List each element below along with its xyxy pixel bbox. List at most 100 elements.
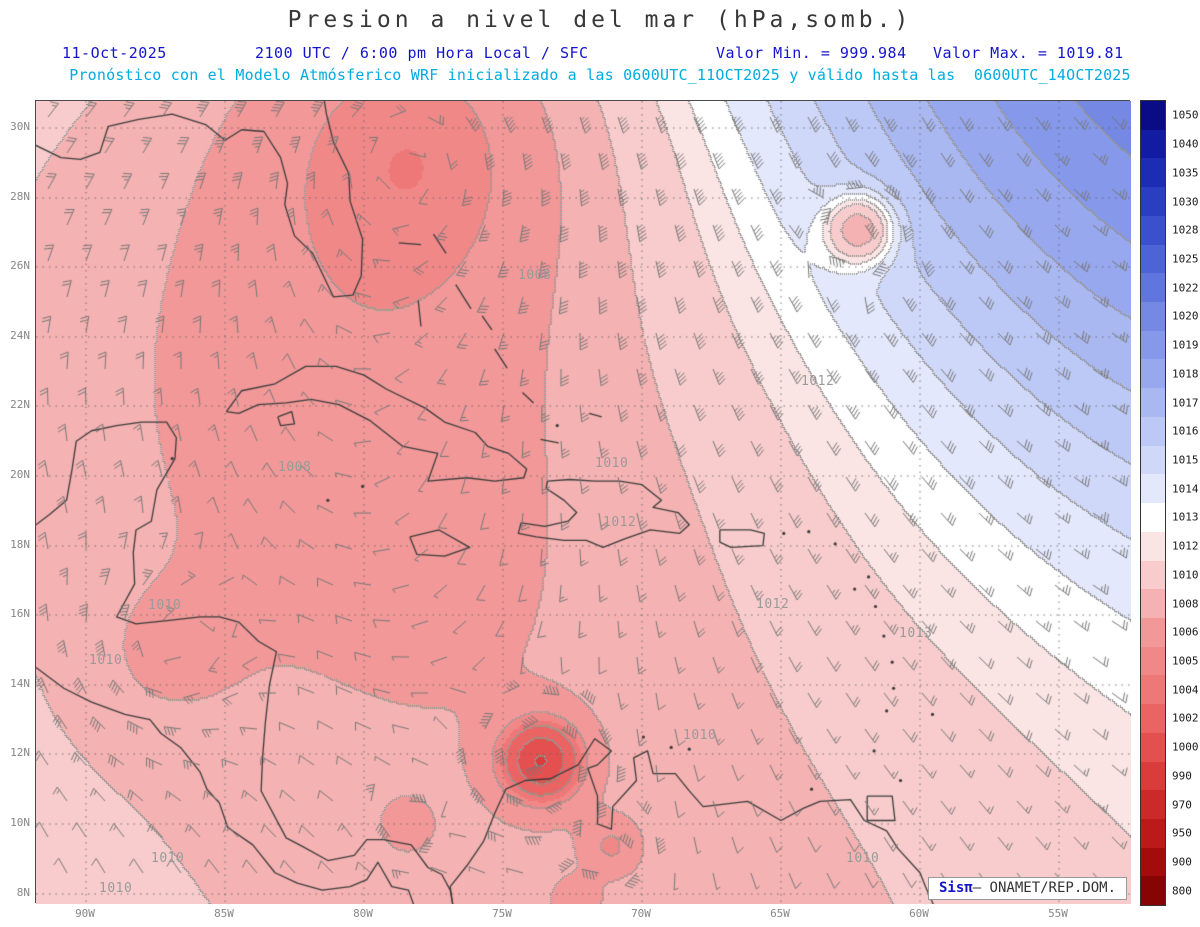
colorbar-cell-1015: 1015 (1141, 445, 1199, 475)
colorbar: 1050 1040 1035 1030 1028 1025 1022 1020 1019 1018… (1140, 100, 1199, 906)
credit-org: – ONAMET/REP.DOM. (972, 880, 1116, 896)
colorbar-value-label: 1015 (1172, 453, 1199, 467)
colorbar-cell-1013: 1013 (1141, 503, 1199, 532)
colorbar-value-label: 990 (1172, 769, 1192, 783)
colorbar-value-label: 1050 (1172, 108, 1199, 122)
run-date: 11-Oct-2025 (62, 44, 167, 62)
lon-label-65W: 65W (770, 907, 790, 920)
colorbar-cell-990: 990 (1141, 761, 1192, 791)
colorbar-value-label: 1000 (1172, 740, 1199, 754)
colorbar-cell-1010: 1010 (1141, 560, 1199, 590)
contour-label-1012: 1012 (756, 597, 790, 612)
contour-label-1012: 1012 (603, 515, 637, 530)
contour-label-1010: 1010 (148, 598, 182, 613)
contour-label-1013: 1013 (899, 626, 933, 641)
colorbar-cell-1002: 1002 (1141, 704, 1199, 733)
colorbar-cell-1022: 1022 (1141, 273, 1199, 303)
colorbar-value-label: 1006 (1172, 625, 1199, 639)
run-time-info: 2100 UTC / 6:00 pm Hora Local / SFC (255, 44, 589, 62)
lat-label-26N: 26N (10, 259, 30, 272)
credit-brand: Sisπ (938, 880, 973, 896)
colorbar-value-label: 1010 (1172, 568, 1199, 582)
lat-label-28N: 28N (10, 190, 30, 203)
contour-label-1010: 1010 (846, 851, 880, 866)
colorbar-cell-1017: 1017 (1141, 388, 1199, 417)
colorbar-cell-900: 900 (1141, 847, 1192, 877)
colorbar-value-label: 1002 (1172, 711, 1199, 725)
lon-label-80W: 80W (353, 907, 373, 920)
colorbar-value-label: 1008 (1172, 597, 1199, 611)
lon-label-70W: 70W (631, 907, 651, 920)
lat-label-20N: 20N (10, 468, 30, 481)
colorbar-value-label: 1013 (1172, 510, 1199, 524)
lat-label-8N: 8N (16, 886, 30, 899)
header-line-run: 11-Oct-2025 2100 UTC / 6:00 pm Hora Loca… (0, 44, 1200, 62)
contour-label-1010: 1010 (151, 851, 185, 866)
colorbar-cell-1030: 1030 (1141, 187, 1199, 216)
colorbar-value-label: 1028 (1172, 223, 1199, 237)
model-info-line: Pronóstico con el Modelo Atmósferico WRF… (69, 66, 1131, 84)
colorbar-cell-1050: 1050 (1141, 101, 1199, 130)
max-value-label: Valor Max. = 1019.81 (933, 44, 1124, 62)
colorbar-value-label: 1005 (1172, 654, 1199, 668)
colorbar-cell-1004: 1004 (1141, 675, 1199, 705)
colorbar-value-label: 1004 (1172, 683, 1199, 697)
colorbar-cell-1006: 1006 (1141, 617, 1199, 647)
lon-label-55W: 55W (1048, 907, 1068, 920)
lon-label-60W: 60W (909, 907, 929, 920)
contour-label-1012: 1012 (801, 374, 835, 389)
colorbar-cell-970: 970 (1141, 790, 1192, 819)
colorbar-cell-1028: 1028 (1141, 215, 1199, 245)
lat-label-16N: 16N (10, 607, 30, 620)
credit-badge: Sisπ– ONAMET/REP.DOM. (927, 877, 1127, 900)
colorbar-cell-1019: 1019 (1141, 330, 1199, 360)
lat-label-18N: 18N (10, 538, 30, 551)
colorbar-cell-950: 950 (1141, 818, 1192, 848)
pressure-map-canvas (36, 101, 1131, 904)
lon-label-85W: 85W (214, 907, 234, 920)
colorbar-cell-1005: 1005 (1141, 646, 1199, 676)
lat-label-22N: 22N (10, 398, 30, 411)
contour-label-1008: 1008 (518, 268, 552, 283)
contour-label-1010: 1010 (99, 881, 133, 896)
colorbar-cell-1016: 1016 (1141, 416, 1199, 446)
colorbar-value-label: 1030 (1172, 195, 1199, 209)
colorbar-cell-1035: 1035 (1141, 158, 1199, 188)
contour-label-1008: 1008 (278, 460, 312, 475)
lon-label-90W: 90W (75, 907, 95, 920)
colorbar-value-label: 1020 (1172, 309, 1199, 323)
colorbar-value-label: 950 (1172, 826, 1192, 840)
contour-label-1010: 1010 (89, 653, 123, 668)
colorbar-value-label: 1022 (1172, 281, 1199, 295)
lat-label-10N: 10N (10, 816, 30, 829)
lon-label-75W: 75W (492, 907, 512, 920)
colorbar-value-label: 1035 (1172, 166, 1199, 180)
map-area: 1008 1012 1008 1010 1012 1012 1013 1010 1010 1010… (35, 100, 1131, 904)
page-title: Presion a nivel del mar (hPa,somb.) (287, 7, 913, 33)
colorbar-value-label: 800 (1172, 884, 1192, 898)
lat-label-14N: 14N (10, 677, 30, 690)
colorbar-value-label: 1025 (1172, 252, 1199, 266)
colorbar-cell-1020: 1020 (1141, 302, 1199, 331)
colorbar-value-label: 1014 (1172, 482, 1199, 496)
colorbar-cell-1014: 1014 (1141, 474, 1199, 504)
colorbar-value-label: 970 (1172, 798, 1192, 812)
colorbar-value-label: 1016 (1172, 424, 1199, 438)
colorbar-value-label: 900 (1172, 855, 1192, 869)
colorbar-value-label: 1018 (1172, 367, 1199, 381)
colorbar-cell-1008: 1008 (1141, 589, 1199, 618)
colorbar-value-label: 1017 (1172, 396, 1199, 410)
lat-label-24N: 24N (10, 329, 30, 342)
colorbar-value-label: 1012 (1172, 539, 1199, 553)
colorbar-value-label: 1019 (1172, 338, 1199, 352)
contour-label-1010: 1010 (595, 456, 629, 471)
colorbar-cell-1000: 1000 (1141, 732, 1199, 762)
colorbar-value-label: 1040 (1172, 137, 1199, 151)
colorbar-cell-1040: 1040 (1141, 129, 1199, 159)
min-value-label: Valor Min. = 999.984 (716, 44, 907, 62)
colorbar-cell-1025: 1025 (1141, 244, 1199, 274)
colorbar-cell-800: 800 (1141, 876, 1192, 906)
colorbar-cell-1018: 1018 (1141, 359, 1199, 389)
contour-label-1010: 1010 (683, 728, 717, 743)
